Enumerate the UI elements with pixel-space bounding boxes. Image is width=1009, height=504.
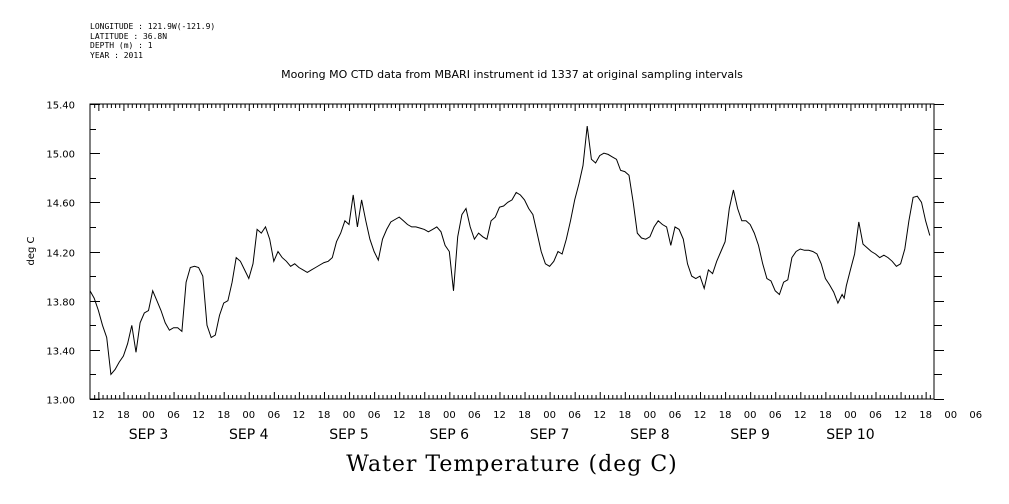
x-date-label: SEP 4: [229, 427, 269, 443]
x-hour-label: 00: [543, 410, 556, 421]
y-tick-label: 13.80: [46, 298, 75, 309]
x-hour-label: 18: [719, 410, 732, 421]
x-hour-label: 18: [618, 410, 631, 421]
plot-frame: [89, 103, 935, 400]
y-axis-label: deg C: [26, 236, 37, 265]
x-hour-label: 18: [217, 410, 230, 421]
y-tick-label: 15.40: [46, 101, 75, 112]
x-date-label: SEP 8: [630, 427, 670, 443]
y-tick-label: 13.00: [46, 396, 75, 407]
x-hour-label: 18: [318, 410, 331, 421]
x-hour-label: 06: [969, 410, 982, 421]
x-date-label: SEP 3: [129, 427, 169, 443]
x-hour-label: 18: [518, 410, 531, 421]
year-text: YEAR : 2011: [90, 50, 143, 60]
x-hour-label: 12: [393, 410, 406, 421]
x-hour-label: 00: [142, 410, 155, 421]
x-hour-label: 00: [644, 410, 657, 421]
x-date-label: SEP 5: [329, 427, 369, 443]
y-tick-label: 13.40: [46, 347, 75, 358]
x-hour-label: 06: [167, 410, 180, 421]
temperature-chart: 13.00 13.40 13.80 14.20 14.60 15.00 15.40 12 18…: [26, 101, 982, 444]
x-date-label: SEP 6: [430, 427, 470, 443]
plot-border: [89, 103, 935, 400]
x-hour-label: 00: [343, 410, 356, 421]
x-hour-label: 00: [242, 410, 255, 421]
x-hour-label: 12: [493, 410, 506, 421]
x-hour-label: 00: [944, 410, 957, 421]
chart-title: Mooring MO CTD data from MBARI instrumen…: [281, 68, 743, 81]
x-hour-label: 12: [593, 410, 606, 421]
x-hour-label: 12: [694, 410, 707, 421]
x-hour-label: 06: [468, 410, 481, 421]
x-hour-label: 06: [568, 410, 581, 421]
y-tick-label: 15.00: [46, 150, 75, 161]
x-hour-label: 00: [443, 410, 456, 421]
x-hour-label: 12: [92, 410, 105, 421]
x-axis: 12 18 00 06 12 18 00 06 12 18 00 06 12 18 00 06 12 18 00 06…: [92, 410, 982, 443]
x-hour-label: 00: [744, 410, 757, 421]
x-hour-label: 06: [769, 410, 782, 421]
longitude-text: LONGITUDE : 121.9W(-121.9): [90, 22, 216, 31]
x-hour-label: 18: [117, 410, 130, 421]
x-axis-label: Water Temperature (deg C): [346, 452, 678, 477]
water-temperature-line: [89, 126, 931, 376]
latitude-text: LATITUDE : 36.8N: [90, 31, 168, 41]
x-date-label: SEP 10: [826, 427, 874, 443]
x-hour-label: 18: [819, 410, 832, 421]
series-layer: [89, 126, 931, 376]
x-date-label: SEP 7: [530, 427, 570, 443]
y-tick-label: 14.20: [46, 249, 75, 260]
x-hour-label: 00: [844, 410, 857, 421]
station-metadata: LONGITUDE : 121.9W(-121.9) LATITUDE : 36…: [90, 22, 215, 60]
x-hour-label: 12: [894, 410, 907, 421]
y-axis: 13.00 13.40 13.80 14.20 14.60 15.00 15.40: [46, 101, 944, 407]
x-hour-label: 06: [869, 410, 882, 421]
y-tick-label: 14.60: [46, 199, 75, 210]
x-hour-label: 06: [368, 410, 381, 421]
x-hour-label: 12: [794, 410, 807, 421]
depth-text: DEPTH (m) : 1: [90, 41, 153, 50]
x-hour-label: 18: [418, 410, 431, 421]
x-hour-label: 12: [192, 410, 205, 421]
x-hour-label: 06: [267, 410, 280, 421]
x-date-label: SEP 9: [730, 427, 770, 443]
x-hour-label: 12: [293, 410, 306, 421]
x-hour-label: 06: [669, 410, 682, 421]
x-hour-label: 18: [919, 410, 932, 421]
